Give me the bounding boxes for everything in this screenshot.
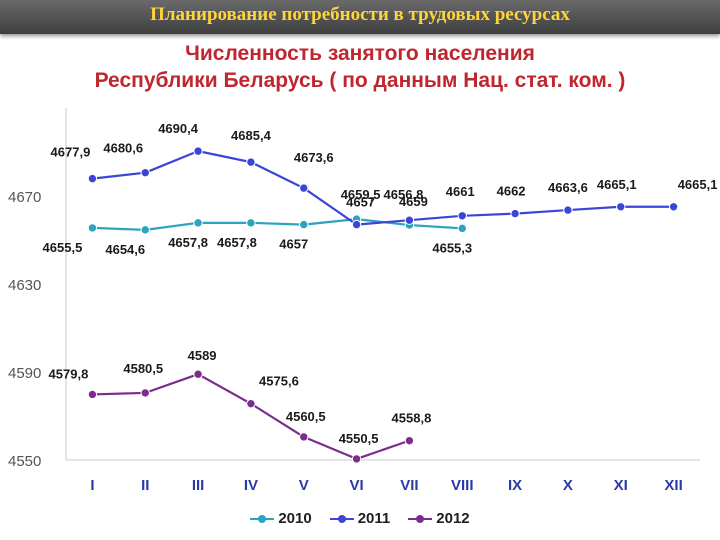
y-tick-label: 4630 [8,277,41,294]
data-point-2011 [299,183,309,193]
data-label-2012: 4550,5 [339,431,379,446]
data-point-2010 [457,223,467,234]
data-point-2010 [246,218,256,228]
x-tick-label: VI [349,477,363,494]
data-point-2011 [87,173,98,184]
data-label-2010: 4657,8 [217,235,257,250]
legend-swatch [250,513,275,525]
data-point-2012 [299,432,309,442]
data-label-2010: 4655,3 [432,240,472,255]
banner-title: Планирование потребности в трудовых ресу… [150,4,570,25]
data-point-2011 [668,202,679,212]
data-point-2011 [246,157,256,167]
data-point-2011 [140,167,150,178]
x-tick-label: VII [400,477,418,494]
data-label-2012: 4589 [188,348,217,363]
x-tick-label: V [299,477,309,494]
data-label-2011: 4662 [497,184,526,199]
legend-item-2011: 2011 [329,510,391,527]
data-point-2011 [351,219,362,230]
data-label-2011: 4690,4 [158,121,199,136]
title-banner: Планирование потребности в трудовых ресу… [0,0,720,34]
x-tick-label: X [563,477,573,494]
x-tick-label: XII [664,477,682,494]
data-point-2012 [246,398,256,409]
data-label-2011: 4657 [346,195,375,210]
chart-title-line1: Численность занятого населения [185,42,535,65]
data-label-2012: 4579,8 [49,366,89,381]
series-line-2012 [92,373,410,460]
y-tick-label: 4550 [8,453,41,470]
chart-title: Численность занятого населения Республик… [40,40,680,94]
data-point-2012 [193,369,203,379]
legend-label: 2010 [278,510,312,527]
x-tick-label: II [141,477,149,494]
data-point-2012 [87,389,98,400]
legend-label: 2011 [357,510,391,527]
data-label-2010: 4654,6 [105,242,145,257]
data-point-2011 [510,208,520,219]
data-label-2010: 4659,5 [341,187,381,202]
data-point-2010 [140,225,150,235]
data-point-2010 [193,218,203,228]
x-tick-label: III [192,477,205,494]
data-point-2012 [351,454,362,464]
x-tick-label: XI [614,477,628,494]
legend-label: 2012 [436,510,470,527]
data-label-2011: 4680,6 [103,141,143,156]
data-label-2012: 4560,5 [286,409,326,424]
series-line-2010 [92,218,463,231]
y-tick-label: 4670 [8,189,41,206]
data-label-2011: 4685,4 [231,128,272,143]
y-tick-label: 4590 [8,365,41,382]
x-tick-label: IV [244,477,258,494]
chart-title-line2: Республики Беларусь ( по данным Нац. ста… [94,69,626,92]
data-label-2011: 4665,1 [597,177,637,192]
series-line-2011 [92,150,674,226]
chart-legend: 2010 2011 2012 [0,510,720,527]
data-label-2011: 4659 [399,194,428,209]
data-point-2011 [457,211,467,221]
data-point-2012 [140,388,150,398]
legend-item-2012: 2012 [408,510,470,527]
data-point-2010 [87,223,98,233]
data-point-2010 [299,219,309,230]
data-point-2011 [193,146,203,156]
x-tick-label: I [90,477,94,494]
data-point-2011 [563,205,573,215]
x-tick-label: VIII [451,477,474,494]
data-label-2011: 4661 [446,184,475,199]
data-point-2011 [616,202,626,212]
data-label-2011: 4673,6 [294,150,334,165]
x-tick-label: IX [508,477,522,494]
data-label-2012: 4575,6 [259,374,299,389]
data-label-2010: 4657 [279,237,308,252]
data-label-2011: 4677,9 [51,145,91,160]
data-label-2011: 4665,1 [678,177,718,192]
data-label-2012: 4558,8 [392,411,432,426]
legend-item-2010: 2010 [250,510,312,527]
data-label-2012: 4580,5 [123,361,163,376]
data-label-2010: 4655,5 [43,240,83,255]
legend-swatch [329,513,354,525]
data-label-2010: 4657,8 [168,235,208,250]
data-label-2011: 4663,6 [548,180,588,195]
data-label-2010: 4656,8 [384,187,424,202]
legend-swatch [408,513,433,525]
data-point-2012 [404,435,415,446]
data-point-2011 [404,215,415,225]
